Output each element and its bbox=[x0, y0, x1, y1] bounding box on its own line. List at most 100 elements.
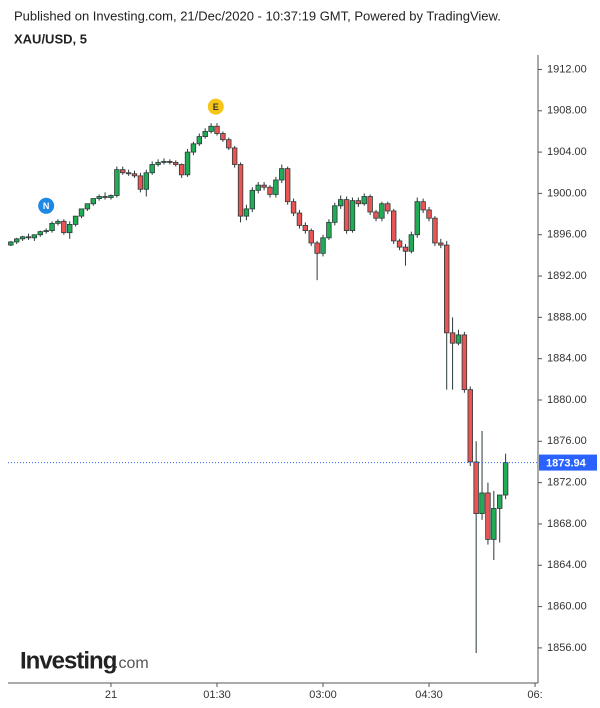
candle-body bbox=[273, 179, 279, 195]
candle-body bbox=[14, 238, 20, 243]
candle-body bbox=[455, 334, 462, 344]
last-price-label: 1873.94 bbox=[546, 457, 587, 469]
candle-body bbox=[161, 160, 167, 163]
candle-body bbox=[485, 492, 491, 540]
y-tick-label: 1884.00 bbox=[547, 353, 587, 365]
event-marker-label: N bbox=[43, 201, 50, 211]
candle-body bbox=[267, 186, 273, 195]
candle-body bbox=[279, 168, 285, 181]
y-tick-label: 1880.00 bbox=[547, 394, 587, 406]
candle-body bbox=[61, 220, 67, 234]
y-tick-label: 1904.00 bbox=[547, 146, 587, 158]
candle-body bbox=[337, 199, 344, 207]
event-marker bbox=[207, 98, 224, 115]
candle-body bbox=[237, 164, 244, 217]
y-tick-label: 1876.00 bbox=[547, 435, 587, 447]
candle-body bbox=[308, 230, 314, 244]
candle-body bbox=[284, 168, 291, 203]
x-tick-label: 03:00 bbox=[309, 689, 337, 701]
candle-body bbox=[502, 462, 509, 496]
candle-body bbox=[143, 172, 150, 190]
x-tick-label: 04:30 bbox=[415, 689, 443, 701]
candle-body bbox=[438, 242, 444, 246]
candle-body bbox=[497, 494, 503, 509]
y-tick-label: 1892.00 bbox=[547, 270, 587, 282]
candle-body bbox=[479, 492, 485, 515]
y-tick-label: 1868.00 bbox=[547, 518, 587, 530]
y-tick-label: 1896.00 bbox=[547, 229, 587, 241]
candle-body bbox=[226, 139, 232, 149]
candle-body bbox=[43, 230, 49, 233]
candle-body bbox=[155, 162, 161, 165]
candle-body bbox=[243, 208, 250, 217]
candle-body bbox=[31, 234, 38, 239]
x-tick-label: 21 bbox=[105, 689, 117, 701]
event-marker bbox=[38, 197, 55, 214]
candle-body bbox=[296, 212, 303, 226]
candle-body bbox=[473, 461, 479, 515]
candle-body bbox=[432, 217, 438, 244]
watermark-suffix: .com bbox=[114, 655, 149, 672]
candle-body bbox=[96, 196, 102, 199]
candle-body bbox=[102, 196, 108, 198]
candle-body bbox=[408, 234, 415, 252]
y-tick-label: 1912.00 bbox=[547, 63, 587, 75]
y-tick-label: 1860.00 bbox=[547, 600, 587, 612]
candle-body bbox=[355, 200, 362, 205]
candle-body bbox=[178, 164, 185, 176]
candle-body bbox=[385, 203, 391, 212]
candle-body bbox=[467, 389, 473, 463]
candle-body bbox=[131, 173, 138, 177]
candle-body bbox=[255, 184, 261, 191]
y-tick-label: 1888.00 bbox=[547, 311, 587, 323]
candle-body bbox=[120, 169, 126, 174]
y-tick-label: 1864.00 bbox=[547, 559, 587, 571]
chart-title: XAU/USD, 5 bbox=[14, 31, 87, 46]
candle-body bbox=[208, 125, 214, 132]
candle-body bbox=[25, 236, 32, 239]
candle-body bbox=[396, 240, 403, 248]
watermark-brand: Investing bbox=[20, 647, 117, 674]
candle-body bbox=[261, 184, 267, 188]
candle-body bbox=[367, 196, 373, 213]
candle-body bbox=[414, 201, 420, 236]
candle-body bbox=[249, 189, 256, 210]
candle-body bbox=[78, 208, 85, 217]
candle-body bbox=[49, 222, 55, 231]
candle-body bbox=[184, 151, 191, 176]
candle-body bbox=[114, 169, 120, 196]
candle-body bbox=[90, 198, 96, 205]
candle-body bbox=[220, 133, 226, 141]
y-tick-label: 1856.00 bbox=[547, 642, 587, 654]
candle-body bbox=[426, 209, 432, 219]
candle-body bbox=[373, 211, 379, 219]
candle-body bbox=[343, 199, 350, 231]
candle-body bbox=[84, 203, 91, 210]
candle-body bbox=[231, 147, 238, 165]
candle-body bbox=[379, 203, 385, 219]
candle-body bbox=[167, 160, 173, 163]
candle-body bbox=[320, 237, 326, 254]
candle-body bbox=[390, 210, 397, 242]
candle-body bbox=[149, 164, 155, 174]
candle-body bbox=[449, 332, 456, 344]
candle-body bbox=[314, 242, 320, 254]
candle-body bbox=[491, 508, 497, 540]
candle-body bbox=[349, 200, 356, 231]
candle-body bbox=[332, 205, 338, 223]
y-tick-label: 1900.00 bbox=[547, 187, 587, 199]
candle-body bbox=[108, 195, 114, 198]
candle-body bbox=[461, 334, 468, 391]
candle-body bbox=[302, 225, 309, 231]
candle-body bbox=[444, 244, 450, 334]
x-tick-label: 06: bbox=[527, 689, 542, 701]
candle-body bbox=[190, 143, 197, 153]
y-tick-label: 1908.00 bbox=[547, 105, 587, 117]
candle-body bbox=[72, 215, 79, 225]
candle-body bbox=[402, 246, 409, 252]
candle-body bbox=[326, 221, 332, 239]
candle-body bbox=[290, 201, 297, 214]
candle-body bbox=[19, 236, 26, 240]
y-tick-label: 1872.00 bbox=[547, 477, 587, 489]
candle-body bbox=[67, 223, 73, 234]
